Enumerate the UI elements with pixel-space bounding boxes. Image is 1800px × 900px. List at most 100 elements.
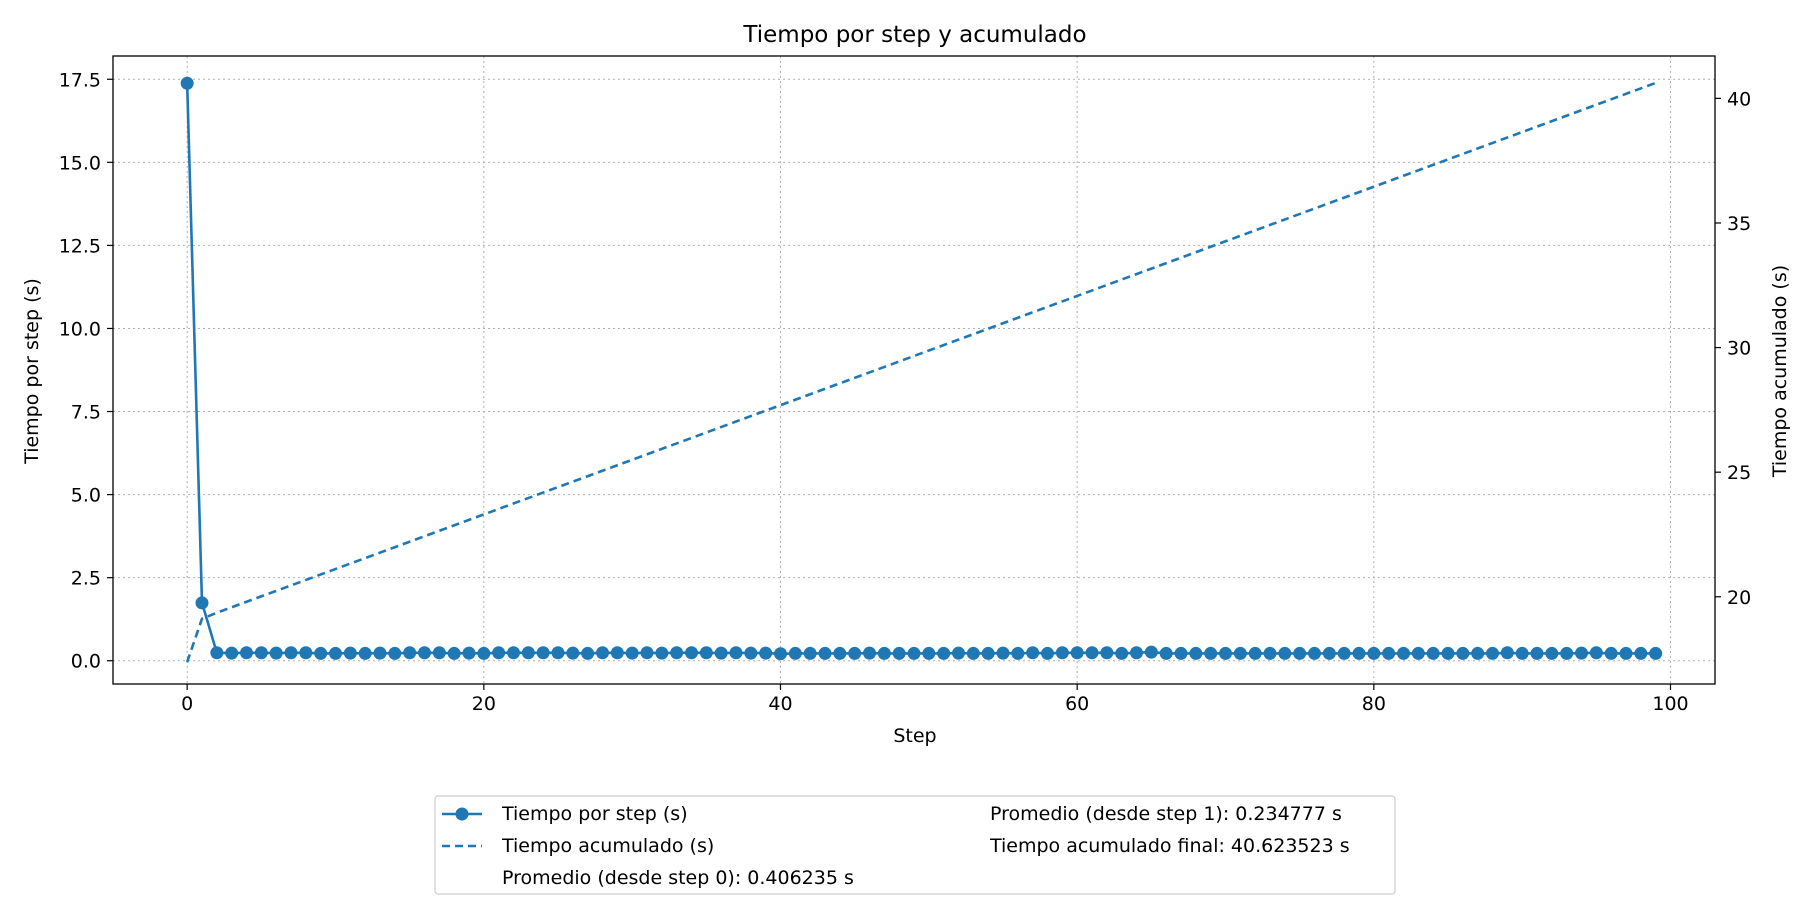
y-axis-label-left: Tiempo por step (s) <box>21 278 43 465</box>
series-line-tiempo-acumulado <box>185 81 1657 663</box>
x-axis-label: Step <box>893 725 936 747</box>
data-point-tiempo-por-step <box>655 646 669 660</box>
data-point-tiempo-por-step <box>210 646 224 660</box>
data-point-tiempo-por-step <box>1530 646 1544 660</box>
data-point-tiempo-por-step <box>195 596 209 610</box>
y-tick-label-right: 25 <box>1727 462 1751 484</box>
data-point-tiempo-por-step <box>833 646 847 660</box>
x-tick-label: 80 <box>1362 693 1386 715</box>
legend-items: Tiempo por step (s) Tiempo acumulado (s) P… <box>442 803 1350 889</box>
data-point-tiempo-por-step <box>1130 646 1143 660</box>
data-point-tiempo-por-step <box>1411 646 1425 660</box>
data-point-tiempo-por-step <box>1634 646 1648 660</box>
data-point-tiempo-por-step <box>1263 646 1277 660</box>
data-point-tiempo-por-step <box>225 646 239 660</box>
data-point-tiempo-por-step <box>432 646 446 660</box>
data-point-tiempo-por-step <box>1189 646 1203 660</box>
data-point-tiempo-por-step <box>729 646 743 660</box>
x-tick-label: 20 <box>472 693 496 715</box>
data-point-tiempo-por-step <box>966 646 980 660</box>
data-point-tiempo-por-step <box>1174 646 1188 660</box>
data-point-tiempo-por-step <box>1011 646 1025 660</box>
data-point-tiempo-por-step <box>1382 646 1396 660</box>
y-tick-label-left: 12.5 <box>59 235 101 257</box>
legend-entry-text: Tiempo por step (s) <box>501 803 688 825</box>
data-point-tiempo-por-step <box>1055 646 1069 660</box>
data-point-tiempo-por-step <box>937 646 951 660</box>
data-point-tiempo-por-step <box>1337 646 1351 660</box>
data-point-tiempo-por-step <box>1085 646 1099 660</box>
data-point-tiempo-por-step <box>759 646 773 660</box>
x-tick-label: 0 <box>181 693 193 715</box>
legend-entry-text: Promedio (desde step 0): 0.406235 s <box>502 867 854 889</box>
legend-entry-text: Tiempo acumulado (s) <box>501 835 714 857</box>
data-point-tiempo-por-step <box>863 646 876 660</box>
data-point-tiempo-por-step <box>596 646 609 660</box>
y-tick-label-left: 2.5 <box>71 568 101 590</box>
y-tick-label-left: 10.0 <box>59 318 101 340</box>
data-point-tiempo-por-step <box>1575 646 1588 660</box>
y-tick-label-left: 15.0 <box>59 152 101 174</box>
data-point-tiempo-por-step <box>952 646 965 660</box>
data-point-tiempo-por-step <box>922 646 936 660</box>
x-tick-label: 100 <box>1652 693 1688 715</box>
data-point-tiempo-por-step <box>892 646 906 660</box>
legend: Tiempo por step (s) Tiempo acumulado (s) P… <box>434 795 1396 895</box>
data-point-tiempo-por-step <box>388 646 402 660</box>
data-point-tiempo-por-step <box>1619 646 1633 660</box>
y-tick-label-left: 17.5 <box>59 69 101 91</box>
series-layer <box>180 76 1663 663</box>
data-point-tiempo-por-step <box>551 646 565 660</box>
data-point-tiempo-por-step <box>1204 646 1218 660</box>
y-tick-label-right: 35 <box>1727 213 1751 235</box>
data-point-tiempo-por-step <box>284 646 298 660</box>
data-point-tiempo-por-step <box>1486 646 1499 660</box>
data-point-tiempo-por-step <box>744 646 758 660</box>
data-point-tiempo-por-step <box>1500 646 1514 660</box>
data-point-tiempo-por-step <box>566 646 580 660</box>
data-point-tiempo-por-step <box>640 646 654 660</box>
data-point-tiempo-por-step <box>670 646 684 660</box>
data-point-tiempo-por-step <box>329 646 342 660</box>
ticks-layer: 0 20 40 60 80 100 0.0 2.5 5.0 7.5 10.0 12.5 15.0 17.5… <box>59 69 1752 715</box>
data-point-tiempo-por-step <box>418 646 431 660</box>
data-point-tiempo-por-step <box>1041 646 1054 660</box>
data-point-tiempo-por-step <box>714 646 728 660</box>
series-line-tiempo-por-step <box>185 83 1656 656</box>
data-point-tiempo-por-step <box>996 646 1010 660</box>
y-tick-label-left: 7.5 <box>71 402 101 424</box>
data-point-tiempo-por-step <box>477 646 491 660</box>
y-axis-label-right: Tiempo acumulado (s) <box>1769 265 1791 478</box>
data-point-tiempo-por-step <box>818 646 832 660</box>
data-point-tiempo-por-step <box>1441 646 1455 660</box>
data-point-tiempo-por-step <box>1515 646 1529 660</box>
y-tick-label-right: 40 <box>1727 88 1751 110</box>
data-point-tiempo-por-step <box>343 646 357 660</box>
y-tick-label-right: 30 <box>1727 338 1751 360</box>
data-point-tiempo-por-step <box>373 646 387 660</box>
data-point-tiempo-por-step <box>1159 646 1173 660</box>
data-point-tiempo-por-step <box>240 646 253 660</box>
data-point-tiempo-por-step <box>403 646 417 660</box>
data-point-tiempo-por-step <box>521 646 535 660</box>
data-point-tiempo-por-step <box>180 76 194 90</box>
data-point-tiempo-por-step <box>1026 646 1040 660</box>
data-point-tiempo-por-step <box>803 646 817 660</box>
y-tick-label-left: 5.0 <box>71 485 101 507</box>
data-point-tiempo-por-step <box>1471 646 1485 660</box>
plot-frame <box>112 55 1716 685</box>
x-tick-label: 60 <box>1065 693 1089 715</box>
data-point-tiempo-por-step <box>1322 646 1336 660</box>
data-point-tiempo-por-step <box>610 646 624 660</box>
data-point-tiempo-por-step <box>1352 646 1366 660</box>
data-point-tiempo-por-step <box>877 646 891 660</box>
data-point-tiempo-por-step <box>1144 645 1158 659</box>
data-point-tiempo-por-step <box>907 646 921 660</box>
data-point-tiempo-por-step <box>1308 646 1321 660</box>
data-point-tiempo-por-step <box>848 646 862 660</box>
data-point-tiempo-por-step <box>774 647 787 661</box>
data-point-tiempo-por-step <box>1545 646 1559 660</box>
data-point-tiempo-por-step <box>358 646 372 660</box>
